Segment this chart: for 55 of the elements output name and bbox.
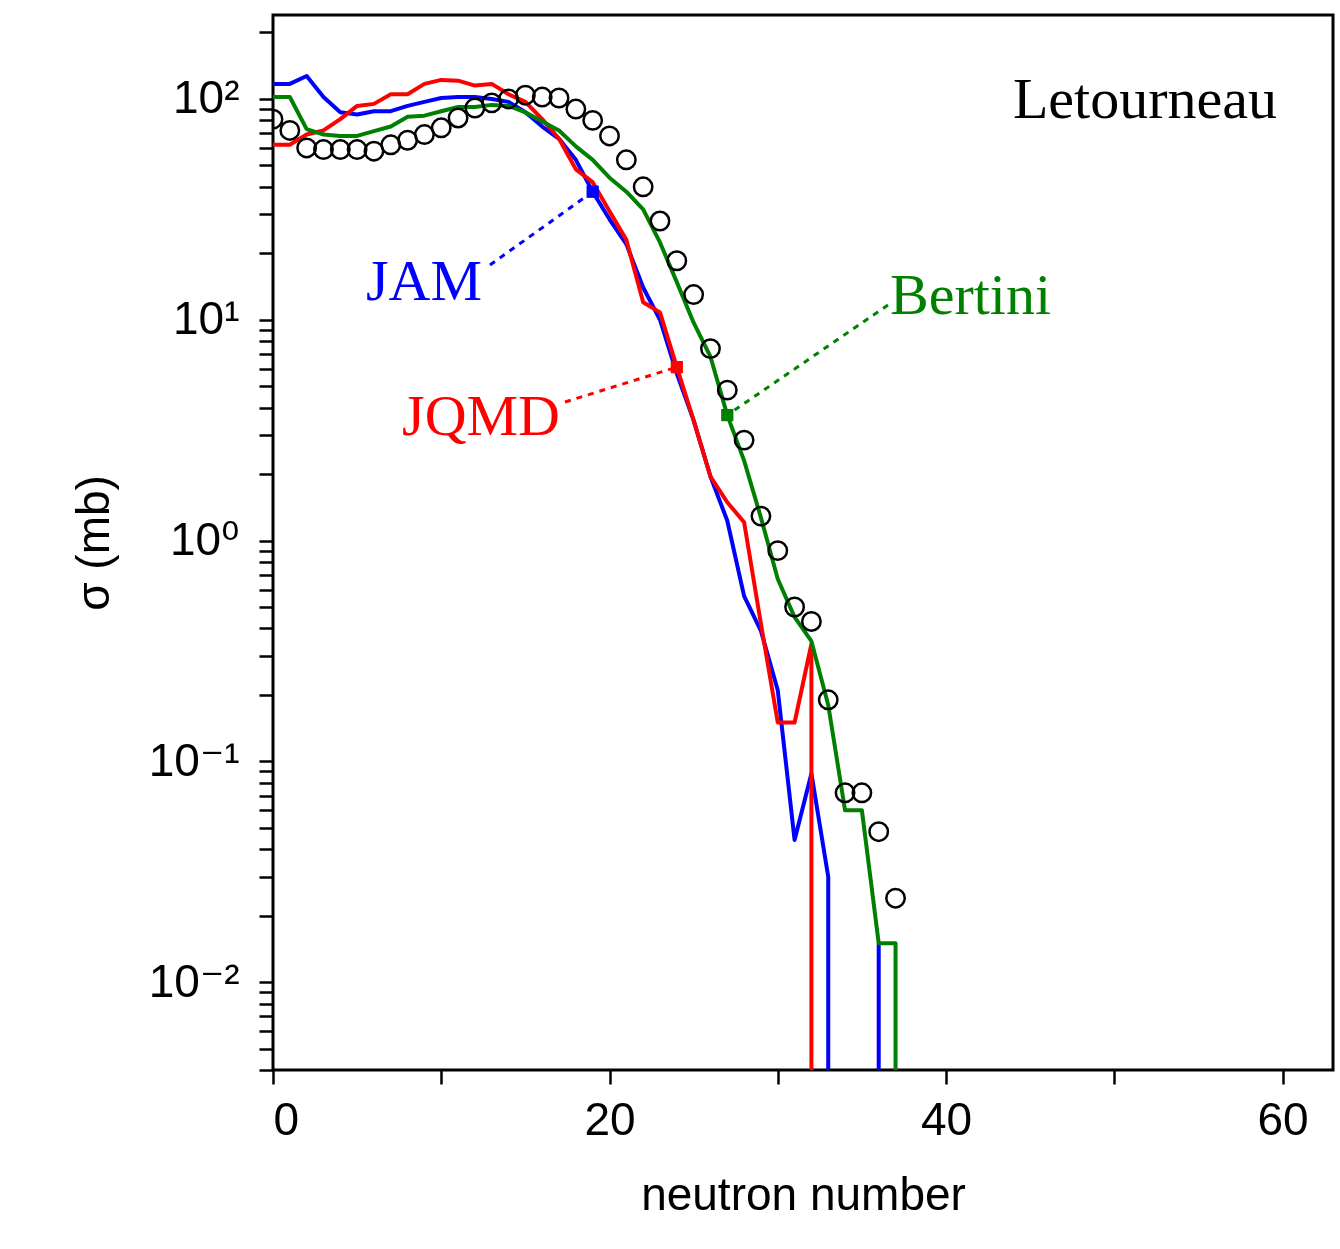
point — [363, 140, 385, 162]
point — [733, 429, 755, 451]
x-tick-label: 20 — [584, 1092, 636, 1145]
point — [582, 109, 604, 131]
point — [464, 97, 486, 119]
y-axis-title: σ (mb) — [66, 475, 119, 611]
point — [800, 611, 822, 632]
point — [447, 107, 469, 129]
point — [514, 84, 536, 106]
point — [750, 505, 772, 527]
point — [868, 821, 890, 843]
point — [279, 120, 301, 141]
y-tick-label: 10⁻¹ — [148, 733, 240, 786]
y-tick-label: 10⁻² — [148, 954, 240, 1007]
point — [413, 124, 435, 145]
point — [586, 185, 599, 198]
point — [430, 117, 452, 139]
point — [834, 782, 856, 804]
legend-label: JQMD — [402, 383, 560, 448]
x-tick-label: 0 — [273, 1092, 300, 1145]
point — [346, 139, 368, 160]
point — [683, 284, 705, 306]
text: Letourneau — [1012, 66, 1277, 131]
point — [313, 139, 334, 160]
point — [767, 540, 789, 562]
point — [498, 88, 520, 110]
point — [784, 596, 806, 618]
point — [699, 338, 721, 360]
x-tick-label: 40 — [920, 1092, 973, 1145]
point — [670, 361, 683, 374]
point — [885, 887, 907, 909]
point — [851, 782, 873, 804]
point — [481, 92, 503, 114]
point — [329, 139, 351, 160]
point — [615, 149, 637, 171]
point — [296, 137, 318, 159]
point — [721, 408, 734, 422]
point — [599, 125, 620, 147]
point — [632, 176, 654, 198]
point — [397, 129, 419, 151]
point — [649, 210, 671, 232]
y-tick-label: 10⁰ — [169, 513, 240, 566]
point — [548, 87, 570, 109]
point — [666, 250, 688, 272]
point — [716, 379, 738, 401]
x-tick-label: 60 — [1257, 1092, 1309, 1145]
point — [817, 689, 839, 711]
point — [531, 86, 553, 108]
series-label: JAM — [365, 248, 482, 313]
x-axis-title: neutron number — [641, 1167, 966, 1220]
y-tick-label: 10² — [173, 71, 240, 124]
point — [380, 134, 402, 156]
text: Bertini — [890, 262, 1052, 327]
y-tick-label: 10¹ — [173, 292, 240, 345]
point — [565, 98, 587, 120]
